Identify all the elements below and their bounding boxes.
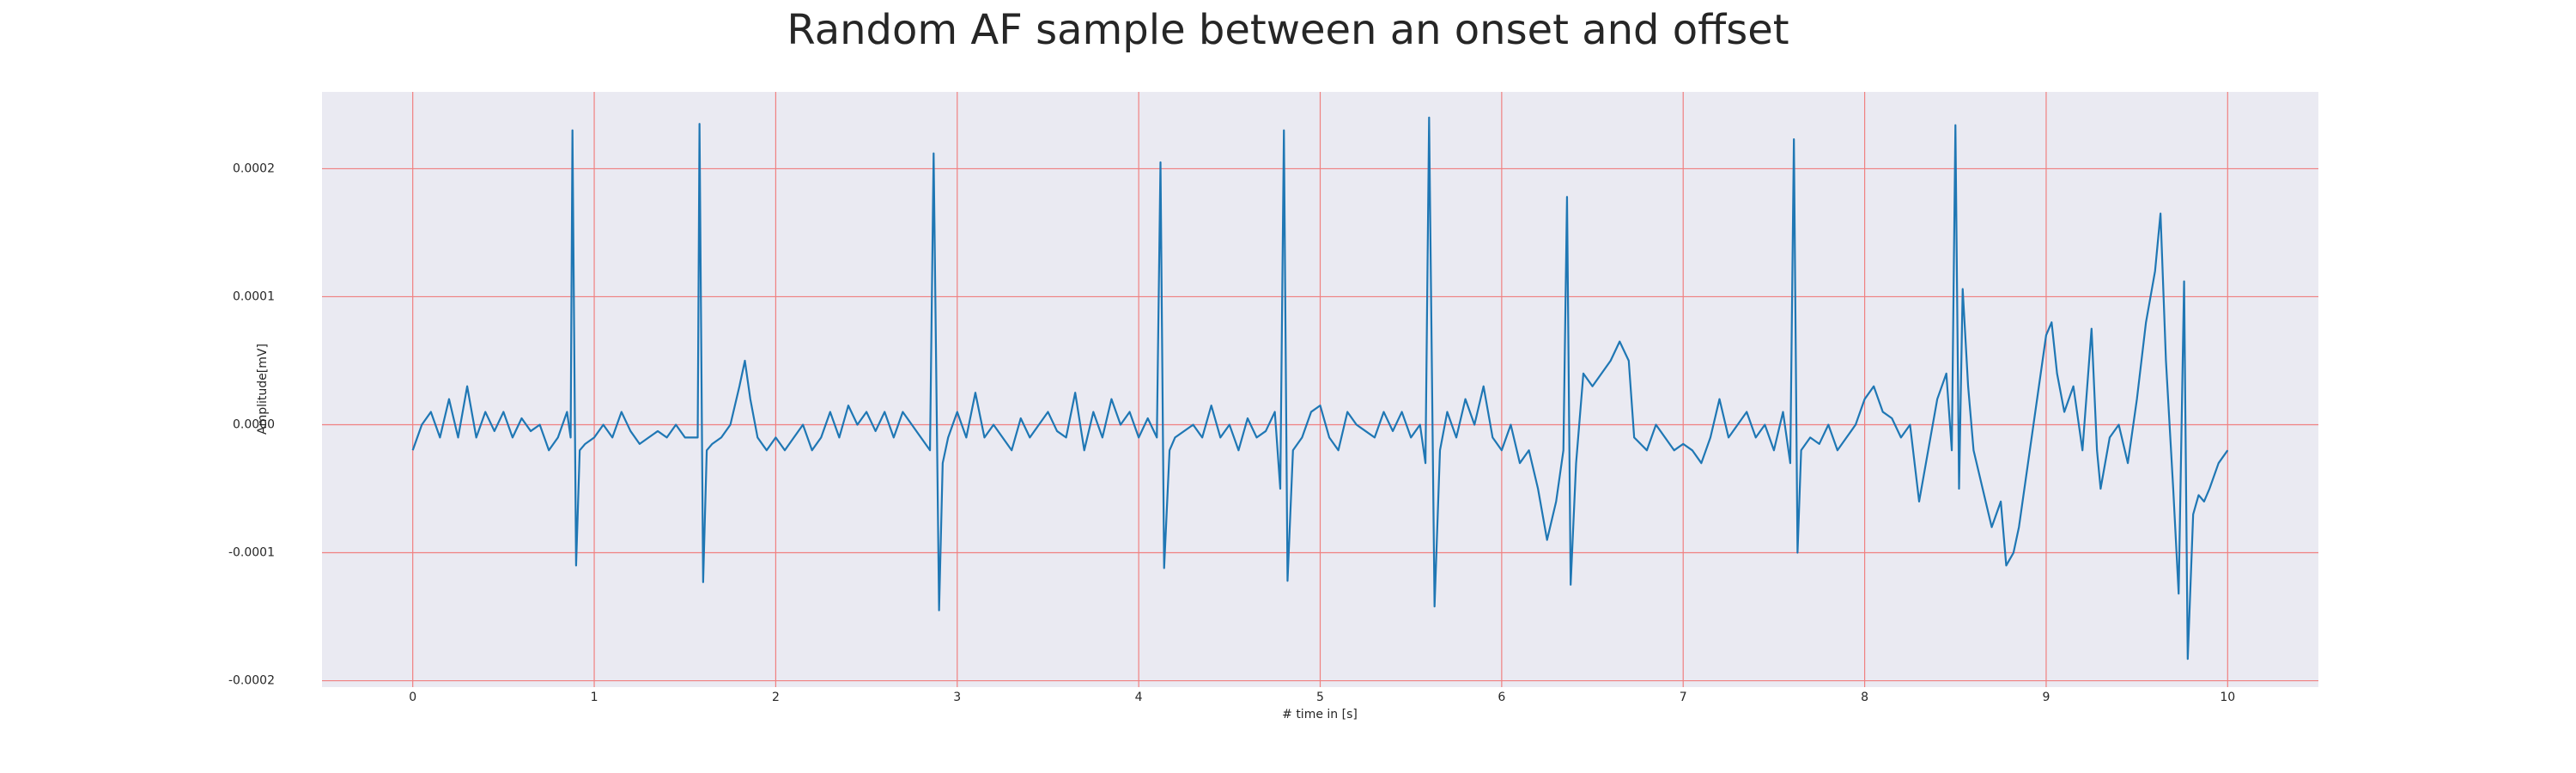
- x-tick-label: 10: [2220, 691, 2235, 704]
- x-tick-label: 0: [409, 691, 416, 704]
- y-tick-label: 0.0000: [233, 417, 275, 431]
- x-tick-label: 2: [772, 691, 780, 704]
- y-axis-label: Amplitude[mV]: [256, 344, 270, 435]
- signal-line: [411, 116, 2229, 660]
- x-tick-label: 7: [1680, 691, 1687, 704]
- x-tick-label: 8: [1861, 691, 1868, 704]
- y-tick-label: 0.0001: [233, 289, 275, 303]
- y-tick-label: 0.0002: [233, 161, 275, 175]
- x-tick-label: 1: [591, 691, 598, 704]
- y-tick-label: -0.0002: [228, 674, 275, 688]
- x-axis-label: # time in [s]: [1282, 708, 1358, 721]
- x-tick-label: 9: [2042, 691, 2050, 704]
- y-tick-label: -0.0001: [228, 546, 275, 560]
- x-tick-label: 3: [953, 691, 961, 704]
- chart-title: Random AF sample between an onset and of…: [787, 6, 1789, 54]
- x-tick-label: 5: [1316, 691, 1324, 704]
- x-tick-label: 6: [1498, 691, 1505, 704]
- x-tick-label: 4: [1135, 691, 1143, 704]
